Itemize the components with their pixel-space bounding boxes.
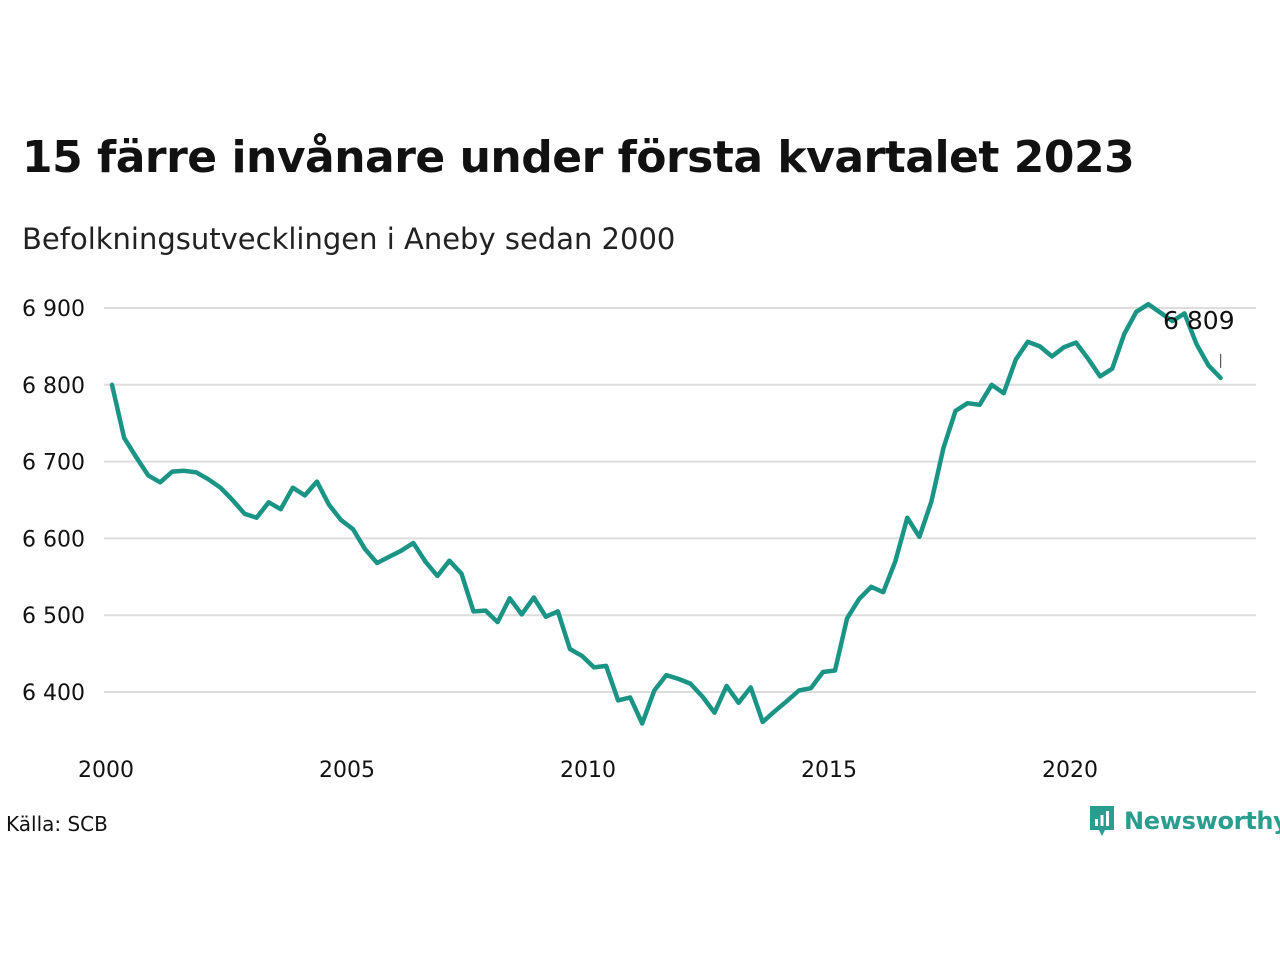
- y-tick-label: 6 700: [22, 451, 85, 476]
- end-value-label: 6 809: [1163, 306, 1235, 335]
- series-line: [109, 301, 1223, 726]
- y-axis: 6 400 6 500 6 600 6 700 6 800 6 900: [22, 297, 85, 706]
- y-tick-label: 6 600: [22, 527, 85, 552]
- x-tick-label: 2015: [801, 758, 857, 783]
- newsworthy-logo: Newsworthy: [1088, 804, 1280, 838]
- x-tick-label: 2000: [78, 758, 134, 783]
- brand-name: Newsworthy: [1124, 807, 1280, 835]
- x-axis: 2000 2005 2010 2015 2020: [78, 758, 1098, 783]
- x-tick-label: 2005: [319, 758, 375, 783]
- newsworthy-chart-icon: [1090, 806, 1114, 836]
- chart-subtitle: Befolkningsutvecklingen i Aneby sedan 20…: [22, 222, 676, 256]
- y-tick-label: 6 500: [22, 604, 85, 629]
- end-annotation: 6 809: [1163, 306, 1235, 368]
- y-tick-label: 6 900: [22, 297, 85, 322]
- x-tick-label: 2010: [560, 758, 616, 783]
- x-tick-label: 2020: [1042, 758, 1098, 783]
- source-note: Källa: SCB: [6, 812, 108, 836]
- y-tick-label: 6 800: [22, 374, 85, 399]
- gridlines: [104, 307, 1256, 693]
- y-tick-label: 6 400: [22, 681, 85, 706]
- plot-area: [109, 301, 1223, 726]
- chart-title: 15 färre invånare under första kvartalet…: [22, 132, 1135, 183]
